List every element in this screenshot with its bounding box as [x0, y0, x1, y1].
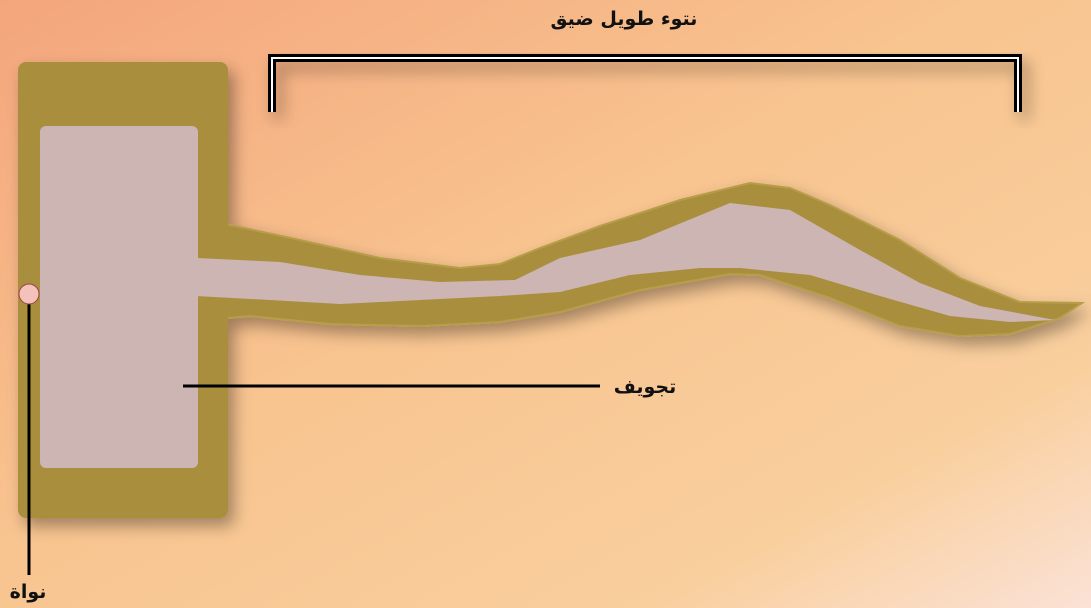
process-inner	[196, 203, 1055, 322]
nucleus	[18, 283, 40, 305]
cavity-label: تجويف	[614, 376, 677, 398]
cavity-area	[40, 126, 198, 468]
bracket-inner	[271, 57, 1019, 112]
nucleus-label: نواة	[10, 581, 47, 603]
title-label: نتوء طويل ضيق	[551, 8, 698, 30]
